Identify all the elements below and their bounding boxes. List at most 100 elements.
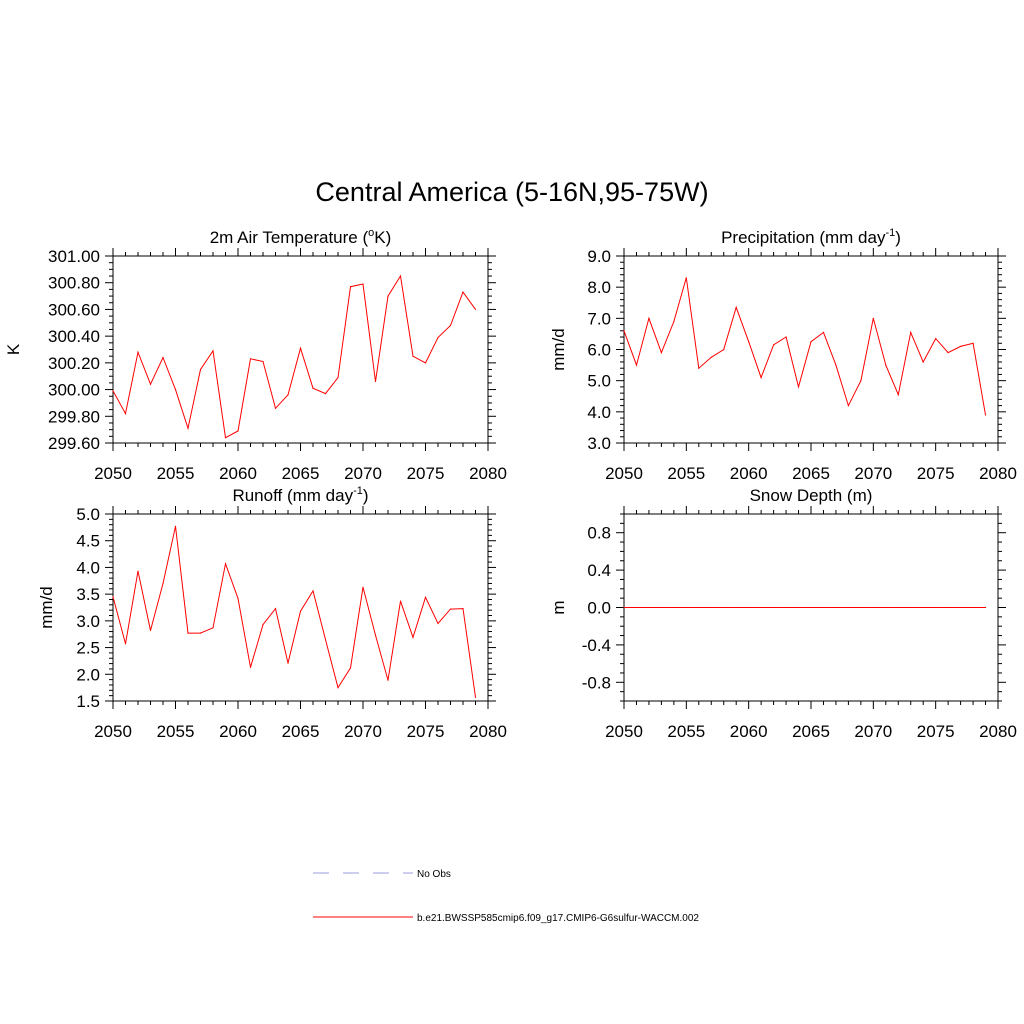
x-tick-label: 2080 [469,464,507,483]
data-point [449,324,452,327]
data-point [897,606,899,609]
x-tick-label: 2080 [979,464,1017,483]
data-point [773,606,775,609]
panel-title-main: Runoff (mm day [232,486,353,505]
y-tick-label: 2.5 [76,639,100,658]
data-point [785,606,787,609]
data-point [374,380,377,383]
data-point [199,368,202,371]
data-point [797,386,800,388]
x-tick-label: 2055 [667,722,705,741]
data-point [972,342,974,344]
panel-title: Precipitation (mm day-1) [721,227,901,247]
data-point [124,413,127,415]
data-point [847,405,850,407]
data-point [860,380,862,382]
data-point [760,376,762,379]
data-point [623,606,625,609]
data-point [860,606,862,609]
x-tick-label: 2080 [979,722,1017,741]
y-tick-label: 0.0 [587,599,611,618]
data-point [287,662,289,664]
data-point [947,606,949,609]
y-tick-label: 3.5 [76,585,100,604]
data-point [462,291,464,293]
panel-title-superscript: -1 [353,485,363,497]
data-point [412,355,414,357]
y-tick-label: 2.0 [76,665,100,684]
data-point [149,383,152,385]
data-point [262,360,264,363]
data-point [984,606,987,609]
data-point [685,277,687,279]
legend: No Obs b.e21.BWSSP585cmip6.f09_g17.CMIP6-… [313,869,699,924]
data-point [112,596,114,598]
data-point [149,629,152,632]
x-tick-label: 2070 [344,464,382,483]
y-tick-label: 4.0 [587,403,611,422]
y-tick-label: 9.0 [587,247,611,266]
data-point [324,638,327,641]
data-point [872,606,874,609]
data-point [137,351,139,353]
data-point [187,427,189,429]
panel-title: Snow Depth (m) [750,486,873,505]
data-point [810,341,812,343]
x-tick-label: 2060 [219,722,257,741]
data-point [710,356,712,358]
data-point [673,320,675,323]
data-point [124,643,127,645]
data-point [773,344,775,346]
y-tick-label: 3.0 [76,612,100,631]
data-point [623,330,625,332]
data-point [474,308,477,311]
y-axis-label: mm/d [549,328,568,371]
plot-frame [623,255,999,444]
data-point [224,563,227,565]
data-point [935,337,937,340]
y-tick-label: 300.20 [48,354,100,373]
data-point [374,634,377,636]
x-tick-label: 2075 [917,722,955,741]
data-point [437,622,439,625]
panel-title-superscript: o [368,227,374,239]
data-point [337,376,339,379]
panel-title-main: Snow Depth (m) [750,486,873,505]
panel-snow: 2050 2055 2060 2065 2070 2075 2080 -0.8 -0.4 0.0 0… [549,486,1017,741]
data-point [660,352,663,354]
y-tick-label: 5.0 [587,372,611,391]
y-tick-label: 4.5 [76,532,100,551]
data-point [910,606,912,609]
data-point [437,336,439,339]
x-tick-label: 2065 [792,722,830,741]
x-tick-label: 2050 [605,722,643,741]
data-point [698,367,700,369]
y-tick-label: 8.0 [587,278,611,297]
series-line [112,274,476,439]
y-axis-label: m [549,600,568,614]
data-point [362,586,364,588]
data-point [312,387,314,389]
legend-item: No Obs [313,869,451,880]
y-tick-label: 300.00 [48,381,100,400]
data-point [112,390,114,392]
plot-frame [112,513,489,702]
x-tick-label: 2050 [605,464,643,483]
data-point [449,608,452,610]
data-point [424,362,427,364]
data-point [212,350,214,352]
data-point [387,679,389,681]
x-tick-label: 2055 [667,464,705,483]
legend-label: b.e21.BWSSP585cmip6.f09_g17.CMIP6-G6sulf… [417,913,699,924]
data-point [748,606,750,609]
panel-title-main: Precipitation (mm day [721,228,886,247]
data-point [249,358,252,360]
x-tick-label: 2065 [282,464,320,483]
data-point [212,627,214,629]
y-tick-label: 300.60 [48,300,100,319]
data-point [810,606,812,609]
data-point [249,666,252,668]
data-point [137,570,139,572]
data-point [885,364,887,366]
